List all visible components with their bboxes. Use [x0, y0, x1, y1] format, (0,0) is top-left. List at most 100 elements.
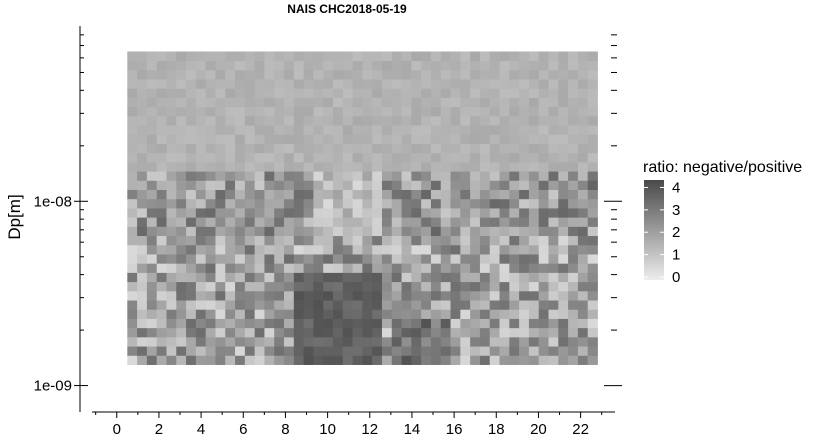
heatmap-cell	[274, 327, 285, 338]
heatmap-cell	[342, 97, 353, 108]
heatmap-cell	[519, 235, 530, 246]
heatmap-cell	[568, 290, 579, 301]
heatmap-cell	[303, 336, 314, 347]
heatmap-cell	[156, 318, 167, 329]
heatmap-cell	[293, 290, 305, 301]
heatmap-cell	[303, 97, 314, 108]
heatmap-cell	[401, 143, 412, 154]
heatmap-cell	[205, 309, 216, 319]
heatmap-cell	[323, 189, 334, 200]
heatmap-cell	[127, 208, 138, 218]
heatmap-cell	[568, 152, 579, 163]
heatmap-cell	[499, 180, 510, 190]
heatmap-cell	[430, 69, 442, 80]
heatmap-cell	[137, 115, 148, 126]
heatmap-cell	[156, 272, 167, 283]
heatmap-cell	[430, 346, 442, 356]
heatmap-cell	[362, 336, 373, 347]
heatmap-cell	[303, 208, 314, 218]
heatmap-cell	[176, 336, 187, 347]
heatmap-cell	[264, 300, 275, 310]
heatmap-cell	[176, 51, 187, 62]
heatmap-cell	[225, 69, 236, 80]
heatmap-cell	[274, 60, 285, 71]
heatmap-cell	[352, 51, 363, 62]
heatmap-cell	[381, 244, 393, 255]
heatmap-cell	[587, 244, 598, 255]
heatmap-cell	[568, 134, 579, 144]
heatmap-cell	[342, 346, 353, 356]
heatmap-cell	[548, 263, 559, 273]
heatmap-cell	[391, 189, 402, 200]
heatmap-cell	[205, 189, 216, 200]
heatmap-cell	[293, 226, 305, 237]
heatmap-cell	[195, 189, 207, 200]
heatmap-cell	[362, 300, 373, 310]
heatmap-cell	[176, 309, 187, 319]
heatmap-cell	[186, 60, 197, 71]
heatmap-cell	[303, 346, 314, 356]
heatmap-cell	[235, 235, 246, 246]
heatmap-cell	[284, 346, 295, 356]
heatmap-cell	[235, 79, 246, 89]
heatmap-cell	[470, 226, 481, 237]
heatmap-cell	[127, 336, 138, 347]
heatmap-cell	[313, 51, 324, 62]
heatmap-cell	[333, 318, 344, 329]
heatmap-cell	[489, 217, 500, 227]
heatmap-cell	[470, 235, 481, 246]
heatmap-cell	[186, 152, 197, 163]
heatmap-cell	[411, 217, 422, 227]
heatmap-cell	[293, 318, 305, 329]
heatmap-cell	[195, 346, 207, 356]
heatmap-cell	[568, 143, 579, 154]
heatmap-cell	[450, 198, 461, 209]
heatmap-cell	[362, 60, 373, 71]
heatmap-cell	[342, 355, 353, 365]
heatmap-cell	[519, 189, 530, 200]
heatmap-cell	[156, 281, 167, 292]
heatmap-cell	[244, 355, 256, 365]
heatmap-cell	[411, 290, 422, 301]
heatmap-cell	[352, 327, 363, 338]
heatmap-cell	[313, 235, 324, 246]
heatmap-cell	[195, 51, 207, 62]
heatmap-cell	[235, 355, 246, 365]
heatmap-cell	[372, 244, 383, 255]
heatmap-cell	[274, 88, 285, 98]
heatmap-cell	[137, 355, 148, 365]
heatmap-cell	[254, 97, 265, 108]
heatmap-cell	[127, 97, 138, 108]
heatmap-cell	[430, 318, 442, 329]
heatmap-cell	[333, 198, 344, 209]
heatmap-cell	[499, 290, 510, 301]
heatmap-cell	[264, 355, 275, 365]
heatmap-cell	[401, 106, 412, 117]
heatmap-cell	[225, 355, 236, 365]
heatmap-cell	[244, 152, 256, 163]
heatmap-cell	[372, 161, 383, 172]
heatmap-cell	[489, 106, 500, 117]
heatmap-cell	[558, 208, 569, 218]
heatmap-cell	[421, 309, 432, 319]
heatmap-cell	[205, 51, 216, 62]
heatmap-cell	[313, 217, 324, 227]
heatmap-cell	[274, 180, 285, 190]
heatmap-cell	[146, 272, 158, 283]
heatmap-cell	[528, 198, 540, 209]
heatmap-cell	[205, 336, 216, 347]
heatmap-cell	[254, 318, 265, 329]
heatmap-cell	[284, 272, 295, 283]
heatmap-cell	[450, 134, 461, 144]
heatmap-cell	[489, 300, 500, 310]
heatmap-cell	[235, 189, 246, 200]
heatmap-cell	[548, 51, 559, 62]
heatmap-cell	[489, 254, 500, 264]
heatmap-cell	[205, 244, 216, 255]
heatmap-cell	[381, 69, 393, 80]
heatmap-cell	[333, 180, 344, 190]
heatmap-cell	[421, 272, 432, 283]
heatmap-cell	[166, 309, 177, 319]
heatmap-cell	[127, 254, 138, 264]
heatmap-cell	[146, 180, 158, 190]
